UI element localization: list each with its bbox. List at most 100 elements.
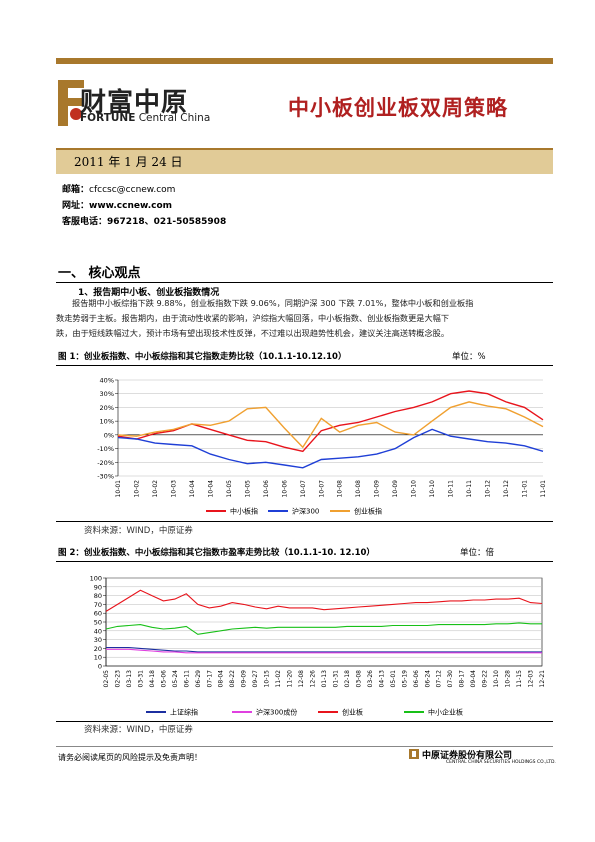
brand-en-bold: FORTUNE (80, 112, 136, 124)
y-tick-label: 80 (94, 592, 102, 600)
x-tick-label: 05-06 (160, 670, 167, 688)
y-tick-label: 20% (100, 404, 114, 412)
y-tick-label: 20 (94, 645, 102, 653)
x-tick-label: 10-12 (503, 480, 510, 498)
x-tick-label: 12-21 (539, 670, 546, 688)
x-tick-label: 12-03 (528, 670, 535, 688)
x-tick-label: 06-11 (183, 670, 190, 688)
x-tick-label: 05-01 (390, 670, 397, 688)
x-tick-label: 06-24 (424, 670, 431, 688)
x-tick-label: 10-10 (411, 480, 418, 498)
footer-divider (56, 746, 553, 747)
brand-name-en: FORTUNE Central China (80, 112, 210, 124)
y-tick-label: -20% (97, 459, 114, 467)
x-tick-label: 09-09 (241, 670, 248, 688)
footer-company-cn: 中原证券股份有限公司 (422, 751, 513, 761)
series-line-1 (106, 646, 542, 653)
paragraph-line-1: 报告期中小板综指下跌 9.88%，创业板指数下跌 9.06%，同期沪深 300 … (72, 298, 474, 308)
x-tick-label: 10-12 (485, 480, 492, 498)
legend-label: 上证综指 (170, 708, 198, 717)
email-value[interactable]: cfccsc@ccnew.com (89, 185, 176, 195)
x-tick-label: 08-22 (229, 670, 236, 688)
phone-value: 967218、021-50585908 (107, 217, 227, 227)
contact-email-row: 邮箱：cfccsc@ccnew.com (62, 182, 175, 195)
x-tick-label: 12-08 (298, 670, 305, 688)
x-tick-label: 10-02 (152, 480, 159, 498)
x-tick-label: 10-11 (466, 480, 473, 498)
section-title: 一、 核心观点 (58, 266, 141, 281)
y-tick-label: 40% (100, 377, 114, 385)
series-line-2 (106, 648, 542, 654)
paragraph-line-3: 跌，由于短线跌幅过大，预计市场有望出现技术性反弹，不过难以出现趋势性机会，建议关… (56, 328, 450, 338)
figure2-bottom-rule (56, 721, 553, 722)
x-tick-label: 10-08 (337, 480, 344, 498)
x-tick-label: 01-13 (321, 670, 328, 688)
x-tick-label: 01-31 (332, 670, 339, 688)
figure2-title: 图 2：创业板指数、中小板综指和其它指数市盈率走势比较（10.1.1-10. 1… (58, 548, 375, 558)
x-tick-label: 09-04 (470, 670, 477, 688)
report-date: 2011 年 1 月 24 日 (74, 155, 183, 169)
x-tick-label: 08-04 (218, 670, 225, 688)
x-tick-label: 10-05 (244, 480, 251, 498)
legend-label: 沪深300 (292, 507, 319, 516)
x-tick-label: 10-03 (170, 480, 177, 498)
y-tick-label: 90 (94, 583, 102, 591)
footer-disclaimer: 请务必阅读尾页的风险提示及免责声明！ (58, 753, 202, 762)
legend-label: 创业板指 (354, 507, 382, 516)
figure2-unit: 单位：倍 (460, 548, 495, 558)
figure1-unit: 单位：% (452, 352, 486, 362)
x-tick-label: 10-08 (355, 480, 362, 498)
x-tick-label: 10-04 (189, 480, 196, 498)
brand-name-cn: 财富中原 (80, 88, 189, 118)
x-tick-label: 10-01 (115, 480, 122, 498)
x-tick-label: 06-29 (195, 670, 202, 688)
x-tick-label: 03-08 (355, 670, 362, 688)
series-line-2 (117, 428, 544, 469)
figure2-top-rule (56, 561, 553, 562)
x-tick-label: 08-17 (459, 670, 466, 688)
x-tick-label: 11-01 (522, 480, 529, 498)
x-tick-label: 10-10 (493, 670, 500, 688)
x-tick-label: 03-31 (137, 670, 144, 688)
x-tick-label: 11-15 (516, 670, 523, 688)
figure1-chart: 40% 30% 20% 10% 0% -10% -20% -30%10-01 10-02 10-0… (97, 377, 547, 516)
figure1-title: 图 1：创业板指数、中小板综指和其它指数走势比较（10.1.1-10.12.10… (58, 352, 347, 362)
section-divider (56, 282, 553, 283)
y-tick-label: 100 (90, 575, 102, 583)
y-tick-label: 30 (94, 636, 102, 644)
company-logo-icon (409, 749, 419, 759)
footer-company-en: CENTRAL CHINA SECURITIES HOLDINGS CO.,LT… (446, 760, 556, 765)
email-label: 邮箱： (62, 185, 90, 195)
phone-label: 客服电话： (62, 217, 108, 227)
x-tick-label: 11-20 (287, 670, 294, 688)
x-tick-label: 09-22 (482, 670, 489, 688)
x-tick-label: 10-05 (226, 480, 233, 498)
x-tick-label: 11-01 (540, 480, 547, 498)
x-tick-label: 10-02 (133, 480, 140, 498)
x-tick-label: 12-26 (310, 670, 317, 688)
y-tick-label: -30% (97, 473, 114, 481)
series-line-3 (105, 589, 543, 612)
x-tick-label: 05-24 (172, 670, 179, 688)
y-tick-label: 10 (94, 654, 102, 662)
y-tick-label: -10% (97, 445, 114, 453)
x-tick-label: 11-02 (275, 670, 282, 688)
y-tick-label: 30% (100, 390, 114, 398)
x-tick-label: 04-18 (149, 670, 156, 688)
x-tick-label: 02-05 (103, 670, 110, 688)
x-tick-label: 07-12 (436, 670, 443, 688)
legend-label: 中小板指 (230, 507, 258, 516)
figure2-source: 资料来源：WIND，中原证券 (84, 725, 193, 735)
series-line-4 (105, 622, 542, 635)
x-tick-label: 02-18 (344, 670, 351, 688)
series-line-3 (117, 401, 544, 449)
x-tick-label: 03-13 (126, 670, 133, 688)
site-label: 网址： (62, 201, 90, 211)
site-value[interactable]: www.ccnew.com (89, 201, 173, 211)
x-tick-label: 10-09 (392, 480, 399, 498)
brand-en-rest: Central China (135, 112, 211, 124)
x-tick-label: 10-28 (505, 670, 512, 688)
x-tick-label: 10-06 (281, 480, 288, 498)
figure1-source: 资料来源：WIND，中原证券 (84, 526, 193, 536)
